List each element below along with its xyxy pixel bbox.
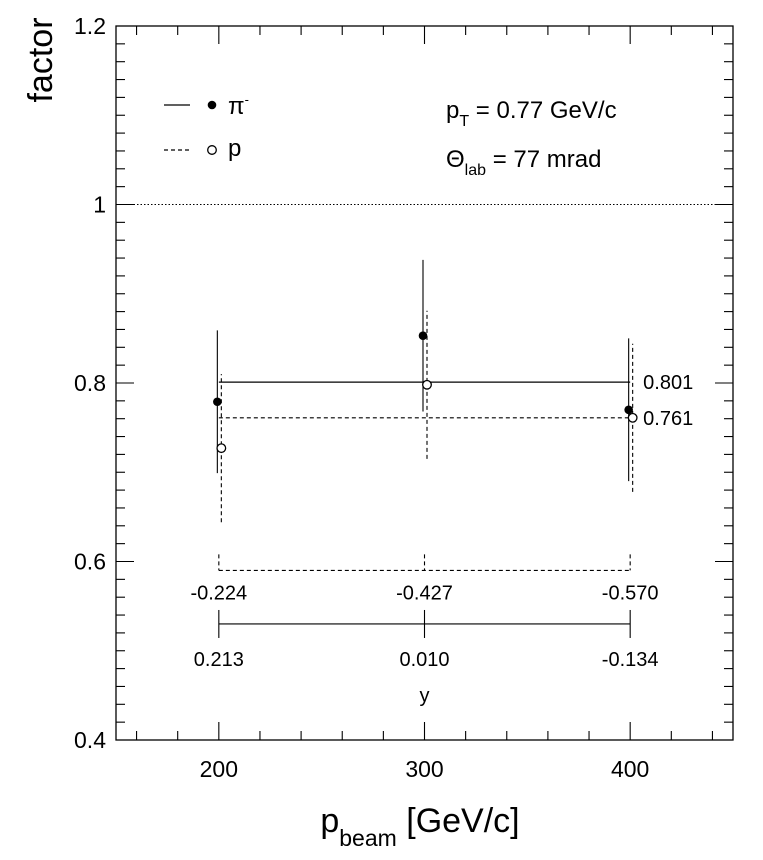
legend-proton-label: p <box>228 135 241 162</box>
rapidity-label: 0.010 <box>399 649 449 671</box>
x-tick-label: 200 <box>200 756 238 782</box>
rapidity-label: 0.213 <box>194 649 244 671</box>
data-point-pion <box>624 405 633 415</box>
axis-tick-labels: 0.4 0.6 0.8 1 1.2 200 300 400 <box>74 13 649 782</box>
x-axis-title: pbeam [GeV/c] <box>320 802 519 851</box>
legend-pion-marker <box>207 100 217 110</box>
y-axis-title: factor <box>22 17 60 102</box>
x-tick-label: 300 <box>405 756 443 782</box>
rapidity-label: -0.224 <box>190 582 247 604</box>
data-point-proton <box>422 379 432 390</box>
data-point-proton <box>627 412 638 423</box>
annotation-pt: pT = 0.77 GeV/c <box>446 97 617 130</box>
rapidity-label: -0.427 <box>396 582 453 604</box>
data-point-pion <box>213 397 222 407</box>
legend-proton-marker <box>207 145 217 155</box>
mean-label-pion: 0.801 <box>643 372 693 394</box>
rapidity-label: -0.134 <box>602 649 659 671</box>
y-tick-label: 0.4 <box>74 727 106 753</box>
data-points <box>213 331 638 454</box>
rapidity-label: -0.570 <box>602 582 659 604</box>
y-tick-label: 1.2 <box>74 13 106 39</box>
rapidity-axis-label: y <box>420 685 430 707</box>
annotation-theta: Θlab = 77 mrad <box>446 146 601 179</box>
data-point-pion <box>418 331 428 340</box>
legend-pion-label: π- <box>228 92 249 120</box>
y-tick-label: 0.6 <box>74 549 106 575</box>
axis-ticks <box>116 25 733 741</box>
legend: π- p <box>164 92 249 162</box>
x-tick-label: 400 <box>611 756 649 782</box>
y-tick-label: 0.8 <box>74 370 106 396</box>
data-point-proton <box>216 443 227 454</box>
rapidity-scales: -0.224 -0.427 -0.570 0.213 0.010 -0.134 y <box>190 554 659 707</box>
mean-value-labels: 0.801 0.761 <box>643 372 693 430</box>
error-bars <box>216 259 634 523</box>
y-tick-label: 1 <box>93 192 106 218</box>
mean-label-proton: 0.761 <box>643 408 693 430</box>
